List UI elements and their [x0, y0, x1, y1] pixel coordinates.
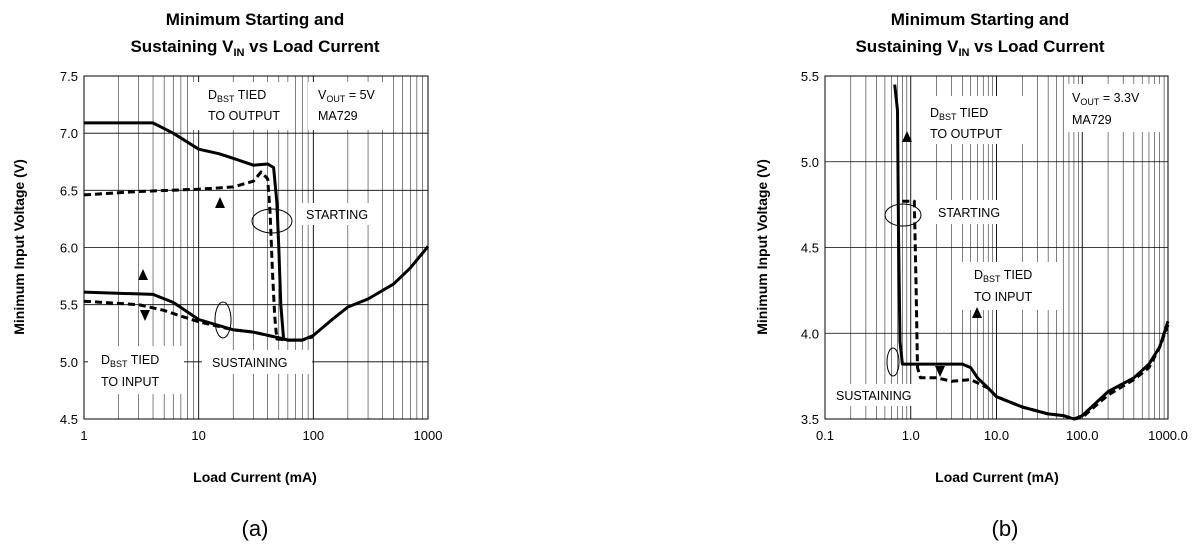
annotation-background	[308, 82, 384, 130]
annotation-background	[962, 262, 1058, 310]
y-tick-label: 4.0	[801, 326, 819, 341]
y-axis-label: Minimum Input Voltage (V)	[11, 159, 27, 335]
annotation-text: DBST TIED	[930, 106, 988, 122]
panel-caption: (a)	[242, 516, 269, 541]
tick-labels: 0.1 1.0 10.0 100.0 1000.0 3.5 4.0 4.5 5.0 5.5	[801, 69, 1188, 443]
annotation-text: SUSTAINING	[212, 356, 287, 370]
tick-labels: 1 10 100 1000 4.5 5.0 5.5 6.0 6.5 7.0 7.5	[60, 69, 443, 443]
plot-frame	[83, 75, 429, 420]
callout-ellipse	[884, 203, 922, 227]
annotation-text-line2: TO OUTPUT	[930, 127, 1002, 141]
annotation-text-line2: TO INPUT	[974, 290, 1032, 304]
arrowhead-marker	[935, 366, 945, 377]
y-tick-label: 5.0	[801, 155, 819, 170]
annotation-text-line2: TO OUTPUT	[208, 109, 280, 123]
x-tick-label: 10	[191, 428, 205, 443]
chart-title-line2: Sustaining VIN vs Load Current	[130, 37, 379, 59]
chart-panel-b: Minimum Starting and Sustaining VIN vs L…	[754, 10, 1188, 541]
arrowhead-marker	[138, 269, 148, 280]
annotation-background	[1068, 84, 1160, 132]
annotation-text-line2: TO INPUT	[101, 375, 159, 389]
callout-ellipse	[214, 301, 232, 339]
annotation-text: DBST TIED	[208, 88, 266, 104]
x-tick-label: 1000.0	[1148, 428, 1188, 443]
x-tick-label: 1	[80, 428, 87, 443]
y-axis-label: Minimum Input Voltage (V)	[754, 159, 770, 335]
solid-series-line	[84, 121, 430, 342]
annotation-background	[190, 82, 294, 130]
x-tick-label: 100	[302, 428, 324, 443]
x-tick-label: 10.0	[984, 428, 1009, 443]
dashed-series-line	[902, 199, 1170, 421]
annotation-text: VOUT = 3.3V	[1072, 91, 1140, 107]
y-tick-label: 5.5	[801, 69, 819, 84]
chart-title-line1: Minimum Starting and	[891, 10, 1070, 29]
chart-panel-a: Minimum Starting and Sustaining VIN vs L…	[11, 10, 442, 541]
panel-caption: (b)	[992, 516, 1019, 541]
solid-series-line	[83, 290, 303, 342]
annotation-text: DBST TIED	[101, 353, 159, 369]
annotation-background	[920, 96, 1024, 144]
x-tick-label: 100.0	[1066, 428, 1099, 443]
annotation-text: STARTING	[938, 206, 1000, 220]
y-tick-label: 4.5	[801, 241, 819, 256]
chart-title-line1: Minimum Starting and	[166, 10, 345, 29]
arrowhead-marker	[140, 310, 150, 321]
annotation-text-line2: MA729	[318, 109, 358, 123]
arrowhead-marker	[972, 307, 982, 318]
annotations: DBST TIED TO OUTPUT VOUT = 3.3V MA729 STARTI…	[832, 84, 1160, 406]
x-tick-label: 1000	[414, 428, 443, 443]
series-group	[83, 121, 430, 342]
annotation-background	[202, 350, 312, 374]
y-tick-label: 5.5	[60, 298, 78, 313]
annotation-text: VOUT = 5V	[318, 88, 376, 104]
y-tick-label: 5.0	[60, 355, 78, 370]
callout-ellipse	[251, 208, 293, 234]
annotation-background	[928, 200, 1020, 224]
annotation-background	[296, 203, 382, 225]
arrowhead-marker	[215, 197, 225, 208]
chart-title-line2: Sustaining VIN vs Load Current	[855, 37, 1104, 59]
dashed-series-line	[83, 299, 289, 342]
y-tick-label: 7.5	[60, 69, 78, 84]
x-tick-label: 0.1	[816, 428, 834, 443]
annotation-text: SUSTAINING	[836, 389, 911, 403]
plot-frame	[824, 75, 1169, 420]
annotation-background	[88, 346, 184, 394]
y-tick-label: 4.5	[60, 412, 78, 427]
annotation-text: STARTING	[306, 208, 368, 222]
annotation-text: DBST TIED	[974, 268, 1032, 284]
x-axis-label: Load Current (mA)	[935, 469, 1059, 485]
y-tick-label: 6.5	[60, 183, 78, 198]
annotation-text-line2: MA729	[1072, 113, 1112, 127]
annotations: DBST TIED TO OUTPUT VOUT = 5V MA729 STARTING…	[88, 82, 384, 394]
arrowhead-marker	[902, 131, 912, 142]
x-axis-label: Load Current (mA)	[193, 469, 317, 485]
x-tick-label: 1.0	[902, 428, 920, 443]
dashed-series-line	[83, 170, 314, 342]
y-tick-label: 7.0	[60, 126, 78, 141]
y-tick-label: 6.0	[60, 241, 78, 256]
series-group	[893, 84, 1170, 421]
callout-ellipse	[886, 347, 900, 377]
annotation-background	[832, 384, 928, 406]
y-tick-label: 3.5	[801, 412, 819, 427]
solid-series-line	[893, 84, 1170, 421]
